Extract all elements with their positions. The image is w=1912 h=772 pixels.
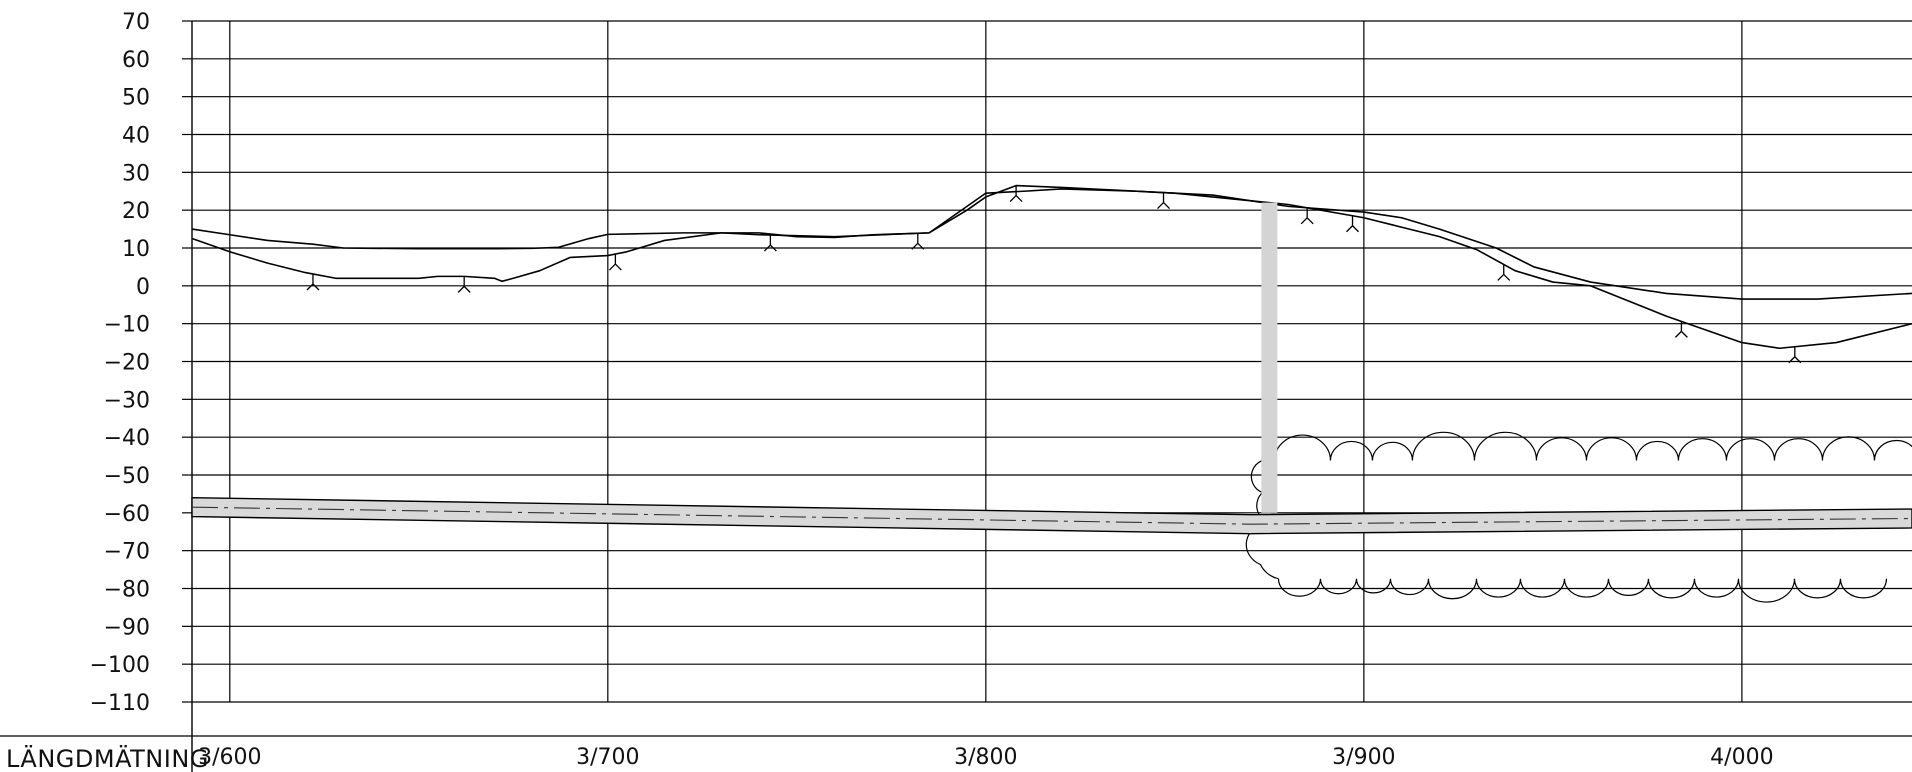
lower_terrain-marker xyxy=(911,233,925,250)
lower_terrain-marker xyxy=(1346,215,1359,233)
y-tick-label: −70 xyxy=(104,540,150,565)
lower_terrain-marker xyxy=(1497,264,1511,281)
axis-labels: 70 60 50 40 30 20 10 0 −10 −20 −30 −40 −50 −60 −70 −80 −… xyxy=(90,10,1774,770)
pipe-band xyxy=(191,496,1912,535)
marker-left xyxy=(1157,202,1164,210)
cloud-top-edge xyxy=(1273,431,1912,461)
marker-right xyxy=(1680,330,1688,338)
lower_terrain-marker xyxy=(608,254,622,271)
marker-left xyxy=(1300,217,1308,225)
y-tick-label: −20 xyxy=(104,351,150,376)
marker-right xyxy=(1015,195,1023,203)
y-tick-label: 40 xyxy=(122,124,150,149)
x-tick-label: 3/700 xyxy=(576,745,639,770)
grid xyxy=(0,20,1912,772)
y-tick-label: −80 xyxy=(104,578,150,603)
upper_terrain-line xyxy=(191,188,1912,300)
lower_terrain-marker xyxy=(1300,207,1314,225)
marker-left xyxy=(1009,195,1017,203)
x-tick-label: 3/800 xyxy=(954,745,1017,770)
row-label: LÄNGDMÄTNING xyxy=(6,744,209,772)
lower_terrain-marker xyxy=(1157,192,1170,210)
marker-left xyxy=(457,285,465,293)
y-tick-label: 10 xyxy=(122,237,150,262)
lower_terrain-marker xyxy=(306,274,320,291)
marker-left xyxy=(608,263,616,271)
y-tick-label: 20 xyxy=(122,199,150,224)
marker-right xyxy=(614,263,622,271)
marker-right xyxy=(1503,273,1511,281)
marker-left xyxy=(306,283,314,291)
marker-right xyxy=(1352,225,1359,233)
y-tick-label: −30 xyxy=(104,388,150,413)
y-tick-label: 0 xyxy=(136,275,150,300)
marker-left xyxy=(763,244,771,252)
x-tick-label: 3/600 xyxy=(198,745,261,770)
y-tick-label: 30 xyxy=(122,161,150,186)
lower_terrain-marker xyxy=(1674,321,1688,338)
y-tick-label: −110 xyxy=(90,691,150,716)
lower_terrain-marker xyxy=(1788,346,1802,364)
marker-right xyxy=(1794,356,1802,364)
y-tick-label: 50 xyxy=(122,86,150,111)
marker-left xyxy=(911,242,919,250)
x-tick-label: 4/000 xyxy=(1710,745,1773,770)
lower_terrain-line xyxy=(191,184,1912,350)
marker-right xyxy=(312,283,320,291)
y-tick-label: −40 xyxy=(104,426,150,451)
x-tick-label: 3/900 xyxy=(1332,745,1395,770)
lower_terrain-marker xyxy=(457,276,471,293)
marker-right xyxy=(1306,217,1314,225)
marker-right xyxy=(917,242,925,250)
y-tick-label: −100 xyxy=(90,653,150,678)
marker-right xyxy=(769,244,777,252)
y-tick-label: 60 xyxy=(122,48,150,73)
cloud-bottom-edge xyxy=(1277,578,1888,603)
y-tick-label: −10 xyxy=(104,313,150,338)
marker-left xyxy=(1497,273,1505,281)
lower_terrain-marker xyxy=(763,235,777,252)
pipe-band-body xyxy=(191,496,1912,535)
marker-left xyxy=(1346,225,1353,233)
marker-left xyxy=(1674,330,1682,338)
pipe-centerline xyxy=(191,506,1912,525)
marker-right xyxy=(1163,202,1170,210)
marker-bar xyxy=(1261,202,1278,513)
y-tick-label: −50 xyxy=(104,464,150,489)
lower_terrain-marker xyxy=(1009,185,1023,203)
terrain-lines xyxy=(191,184,1912,364)
y-tick-label: 70 xyxy=(122,10,150,35)
marker-left xyxy=(1788,356,1796,364)
y-tick-label: −60 xyxy=(104,502,150,527)
vertical-marker-bar xyxy=(1261,202,1278,513)
marker-right xyxy=(463,285,471,293)
y-tick-label: −90 xyxy=(104,615,150,640)
